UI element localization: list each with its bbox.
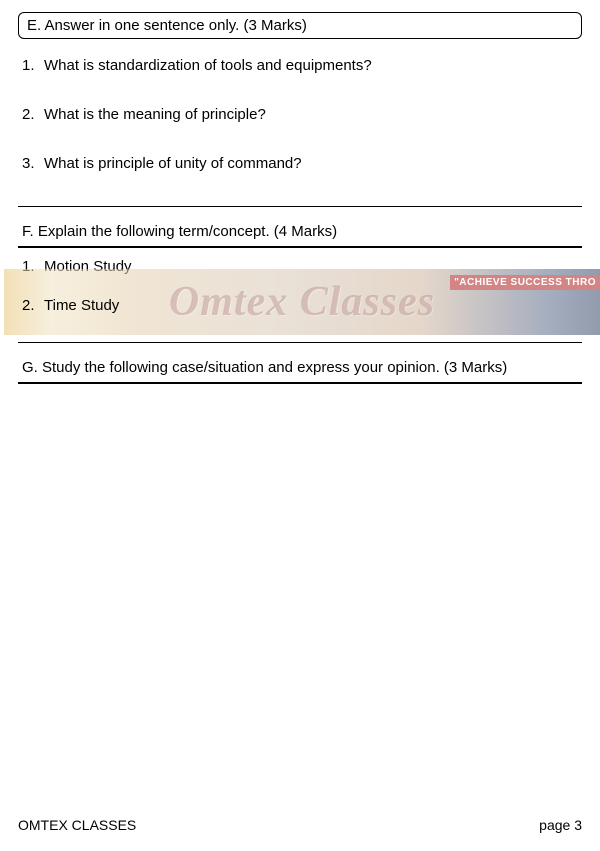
- footer-right: page 3: [539, 817, 582, 833]
- section-f-header: F. Explain the following term/concept. (…: [18, 217, 582, 246]
- question-item: 2. Time Study: [22, 297, 582, 314]
- question-item: 3. What is principle of unity of command…: [22, 155, 582, 172]
- section-e-header: E. Answer in one sentence only. (3 Marks…: [18, 12, 582, 39]
- section-g-header: G. Study the following case/situation an…: [18, 353, 582, 382]
- question-text: What is standardization of tools and equ…: [44, 57, 582, 74]
- page-footer: OMTEX CLASSES page 3: [18, 817, 582, 833]
- question-item: 2. What is the meaning of principle?: [22, 106, 582, 123]
- question-number: 2.: [22, 106, 44, 123]
- footer-left: OMTEX CLASSES: [18, 817, 136, 833]
- question-number: 3.: [22, 155, 44, 172]
- question-text: Time Study: [44, 297, 582, 314]
- question-text: What is principle of unity of command?: [44, 155, 582, 172]
- section-e-header-text: E. Answer in one sentence only. (3 Marks…: [27, 17, 307, 34]
- section-e-questions: 1. What is standardization of tools and …: [22, 57, 582, 172]
- question-text: Motion Study: [44, 258, 582, 275]
- watermark-badge: "ACHIEVE SUCCESS THRO: [450, 275, 600, 290]
- question-text: What is the meaning of principle?: [44, 106, 582, 123]
- divider-thick: [18, 382, 582, 384]
- section-f-header-text: F. Explain the following term/concept. (…: [22, 223, 337, 240]
- question-item: 1. What is standardization of tools and …: [22, 57, 582, 74]
- section-f-questions: 1. Motion Study Omtex Classes "ACHIEVE S…: [22, 258, 582, 314]
- question-number: 2.: [22, 297, 44, 314]
- question-item: 1. Motion Study: [22, 258, 582, 275]
- question-number: 1.: [22, 258, 44, 275]
- question-number: 1.: [22, 57, 44, 74]
- section-g-header-text: G. Study the following case/situation an…: [22, 359, 507, 376]
- divider-thick: [18, 246, 582, 248]
